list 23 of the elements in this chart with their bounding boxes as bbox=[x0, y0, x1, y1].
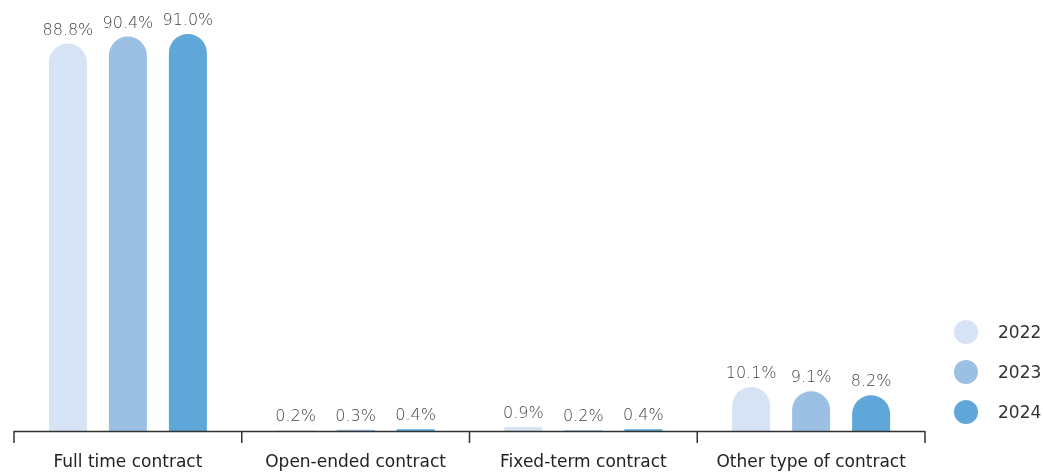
data-label: 0.9% bbox=[503, 403, 544, 423]
data-label: 0.4% bbox=[623, 405, 664, 425]
x-tick-label: Open-ended contract bbox=[265, 451, 447, 471]
data-label: 10.1% bbox=[725, 362, 777, 382]
data-label: 0.3% bbox=[335, 405, 376, 425]
data-label: 8.2% bbox=[850, 371, 892, 391]
data-label: 0.4% bbox=[395, 405, 436, 425]
legend-label: 2022 bbox=[998, 322, 1042, 342]
bar bbox=[108, 36, 147, 431]
data-label: 88.8% bbox=[42, 19, 94, 39]
bar bbox=[48, 43, 87, 431]
data-label: 91.0% bbox=[162, 10, 214, 29]
x-tick-label: Other type of contract bbox=[716, 451, 907, 471]
x-tick-label: Fixed-term contract bbox=[500, 451, 667, 471]
x-tick-label: Full time contract bbox=[53, 451, 203, 471]
data-label: 0.2% bbox=[275, 406, 316, 426]
data-label: 9.1% bbox=[790, 367, 832, 387]
data-label: 0.2% bbox=[563, 406, 604, 426]
legend-label: 2024 bbox=[998, 402, 1042, 422]
data-label: 90.4% bbox=[102, 12, 154, 32]
legend-label: 2023 bbox=[998, 362, 1042, 382]
bar bbox=[504, 427, 543, 431]
bar bbox=[168, 34, 207, 431]
